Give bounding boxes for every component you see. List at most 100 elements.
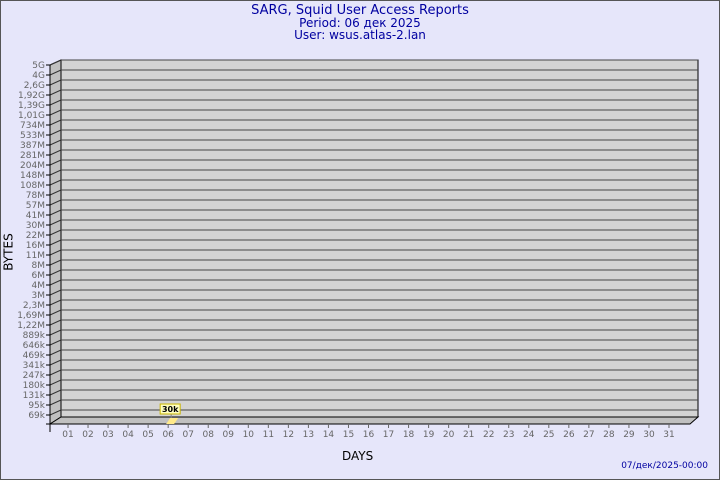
y-gridline-diagonal	[49, 339, 62, 346]
x-tick-label: 25	[543, 430, 554, 440]
y-tick-label: 2,6G	[24, 81, 45, 91]
y-tick-label: 22M	[26, 231, 45, 241]
x-tick-label: 10	[243, 430, 255, 440]
x-tick-label: 24	[523, 430, 535, 440]
chart-title: SARG, Squid User Access Reports	[251, 3, 469, 18]
y-gridline-diagonal	[49, 309, 62, 316]
y-gridline-diagonal	[49, 409, 62, 416]
y-gridline-diagonal	[49, 279, 62, 286]
x-tick-label: 18	[403, 430, 415, 440]
y-tick-label: 4G	[32, 71, 45, 81]
x-tick-label: 13	[303, 430, 314, 440]
x-tick-label: 27	[583, 430, 594, 440]
x-tick-label: 06	[162, 430, 174, 440]
y-gridline-diagonal	[49, 159, 62, 166]
y-gridline-diagonal	[49, 109, 62, 116]
x-tick-label: 17	[383, 430, 394, 440]
plot-back-wall	[60, 59, 699, 418]
y-gridline-diagonal	[49, 369, 62, 376]
y-tick-label: 469k	[23, 351, 46, 361]
y-gridline-diagonal	[49, 299, 62, 306]
y-gridline-diagonal	[49, 89, 62, 96]
y-tick-label: 148M	[20, 171, 45, 181]
y-tick-label: 4M	[32, 281, 46, 291]
y-gridline-diagonal	[49, 149, 62, 156]
x-tick-label: 23	[503, 430, 514, 440]
generated-timestamp: 07/дек/2025-00:00	[621, 461, 708, 471]
y-tick-label: 3M	[32, 291, 46, 301]
y-gridline-diagonal	[49, 249, 62, 256]
y-tick-label: 78M	[26, 191, 45, 201]
bar-day-06	[166, 418, 179, 424]
y-tick-label: 6M	[32, 271, 46, 281]
y-gridline-diagonal	[49, 259, 62, 266]
y-gridline-diagonal	[49, 389, 62, 396]
y-gridline-diagonal	[49, 139, 62, 146]
plot-floor	[48, 416, 700, 425]
x-tick-label: 30	[643, 430, 655, 440]
y-tick-label: 1,69M	[17, 311, 45, 321]
y-gridline-diagonal	[49, 99, 62, 106]
x-tick-label: 04	[122, 430, 134, 440]
y-tick-label: 11M	[26, 251, 45, 261]
user-label: User: wsus.atlas-2.lan	[294, 28, 426, 42]
x-tick-label: 01	[62, 430, 73, 440]
x-tick-label: 31	[663, 430, 674, 440]
y-gridline-diagonal	[49, 269, 62, 276]
x-tick-label: 16	[363, 430, 375, 440]
data-label-box	[159, 403, 181, 415]
x-tick-label: 11	[263, 430, 274, 440]
y-tick-label: 341k	[23, 361, 46, 371]
y-tick-label: 2,3M	[23, 301, 45, 311]
y-tick-label: 1,39G	[18, 101, 45, 111]
x-tick-label: 02	[82, 430, 93, 440]
y-gridline-diagonal	[49, 399, 62, 406]
period-label: Period: 06 дек 2025	[299, 16, 421, 30]
y-gridline-diagonal	[49, 129, 62, 136]
y-gridline-diagonal	[49, 239, 62, 246]
y-gridline-diagonal	[49, 199, 62, 206]
data-label: 30k	[162, 405, 179, 414]
x-tick-label: 26	[563, 430, 575, 440]
y-tick-label: 204M	[20, 161, 45, 171]
y-tick-label: 1,22M	[17, 321, 45, 331]
y-tick-label: 180k	[23, 381, 46, 391]
y-gridline-diagonal	[49, 59, 62, 66]
x-tick-label: 29	[623, 430, 635, 440]
y-tick-label: 646k	[23, 341, 46, 351]
y-tick-label: 387M	[20, 141, 45, 151]
y-tick-label: 247k	[23, 371, 46, 381]
y-gridline-diagonal	[49, 289, 62, 296]
x-tick-label: 05	[142, 430, 153, 440]
y-gridline-diagonal	[49, 349, 62, 356]
x-tick-label: 20	[443, 430, 455, 440]
x-tick-label: 09	[223, 430, 235, 440]
y-tick-label: 889k	[23, 331, 46, 341]
y-gridline-diagonal	[49, 189, 62, 196]
y-tick-label: 8M	[32, 261, 46, 271]
y-gridline-diagonal	[49, 219, 62, 226]
y-tick-label: 108M	[20, 181, 45, 191]
y-tick-label: 69k	[28, 411, 45, 421]
y-tick-label: 5G	[32, 61, 45, 71]
x-tick-label: 19	[423, 430, 435, 440]
x-tick-label: 07	[182, 430, 193, 440]
y-tick-label: 131k	[23, 391, 46, 401]
y-gridline-diagonal	[49, 359, 62, 366]
x-tick-label: 28	[603, 430, 615, 440]
y-gridline-diagonal	[49, 229, 62, 236]
y-tick-label: 41M	[26, 211, 45, 221]
y-gridline-diagonal	[49, 69, 62, 76]
y-gridline-diagonal	[49, 179, 62, 186]
y-gridline-diagonal	[49, 329, 62, 336]
x-tick-label: 12	[283, 430, 294, 440]
y-tick-label: 57M	[26, 201, 45, 211]
y-tick-label: 16M	[26, 241, 45, 251]
x-tick-label: 08	[203, 430, 215, 440]
x-tick-label: 03	[102, 430, 113, 440]
y-tick-label: 1,92G	[18, 91, 45, 101]
y-tick-label: 533M	[20, 131, 45, 141]
y-tick-label: 95k	[28, 401, 45, 411]
y-tick-label: 734M	[20, 121, 45, 131]
y-tick-label: 30M	[26, 221, 45, 231]
